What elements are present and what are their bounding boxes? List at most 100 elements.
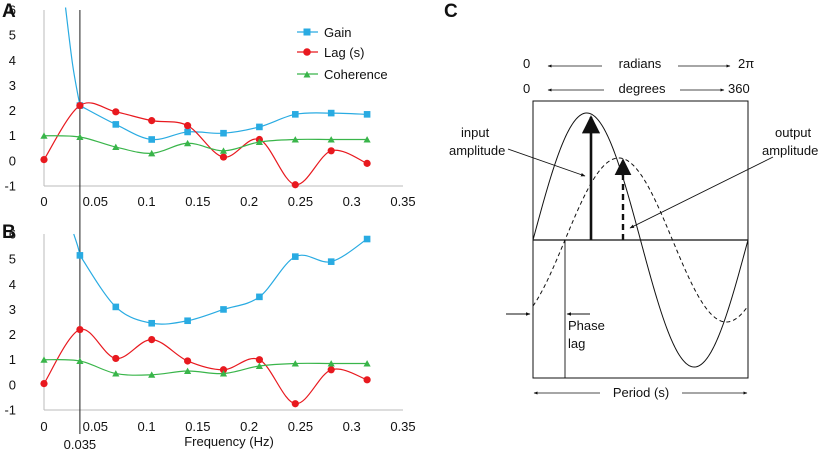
panel-a-coherence-point <box>219 147 228 154</box>
panel-a-y-tick-label: 5 <box>9 28 16 43</box>
legend-lag-marker <box>303 48 311 56</box>
legend-coherence-marker <box>303 71 311 78</box>
phase-lag-label-line2: lag <box>568 336 585 351</box>
panel-a-x-tick-label: 0.25 <box>288 194 313 209</box>
radians-label: radians <box>619 56 662 71</box>
panel-b-y-tick-label: 1 <box>9 352 16 367</box>
legend-coherence-label: Coherence <box>324 67 388 82</box>
panel-b-coherence-point <box>219 370 228 377</box>
panel-a-lag-s-point <box>40 156 48 164</box>
panel-b-letter: B <box>2 222 16 243</box>
panel-b-y-tick-label: 0 <box>9 377 16 392</box>
input-pointer-arrow <box>507 148 586 177</box>
panel-b-lag-s-point <box>219 366 228 374</box>
panel-a-letter: A <box>2 1 16 22</box>
panel-b-chart: -1 0 1 2 3 4 5 6 0 0.05 0.1 0.15 0.2 0.25 0.3 0.35 0.035… <box>4 227 415 453</box>
panel-a-x-tick-label: 0 <box>40 194 47 209</box>
panel-b-x-tick-label: 0.1 <box>138 419 156 434</box>
panel-a-gain-leading-line <box>64 7 81 106</box>
panel-b-lag-s-line <box>43 328 368 405</box>
panel-b-x-tick-label: 0.25 <box>288 419 313 434</box>
panel-a-chart: -1 0 1 2 3 4 5 6 0 0.05 0.1 0.15 0.2 0.25 0.3 0.35 <box>4 3 416 234</box>
output-label-line1: output <box>775 125 812 140</box>
panel-b-coherence-point <box>363 360 371 367</box>
panel-b-x-tick-label: 0.15 <box>185 419 210 434</box>
panel-b-coherence-point <box>327 360 335 367</box>
panel-a-x-tick-label: 0.05 <box>83 194 108 209</box>
panel-a-coherence-point <box>291 136 299 143</box>
panel-b-lag-s-point <box>327 366 335 374</box>
panel-a-y-tick-label: 2 <box>9 103 16 118</box>
legend-item-lag: Lag (s) <box>297 45 364 60</box>
panel-b-lag-s-point <box>363 376 371 384</box>
legend-gain-label: Gain <box>324 25 351 40</box>
input-label-line2: amplitude <box>449 143 505 158</box>
panel-a-x-tick-label: 0.35 <box>390 194 415 209</box>
panel-b-y-tick-label: -1 <box>4 403 16 418</box>
panel-a-coherence-point <box>327 136 335 143</box>
panel-b-gain-point <box>327 258 335 265</box>
panel-b-gain-point <box>363 235 371 243</box>
panel-a-gain-point <box>112 121 120 128</box>
panel-b-x-tick-label: 0.2 <box>240 419 258 434</box>
input-wave <box>532 112 749 368</box>
panel-a-lag-s-point <box>363 159 371 167</box>
panel-b-y-tick-label: 4 <box>9 277 16 292</box>
panel-a-gain-point <box>292 111 299 118</box>
panel-a-gain-point <box>327 109 335 117</box>
panel-a-gain-point <box>363 111 371 118</box>
panel-b-coherence-point <box>148 371 156 378</box>
legend: Gain Lag (s) Coherence <box>297 25 388 82</box>
panel-a-x-tick-label: 0.2 <box>240 194 258 209</box>
radians-two-pi-label: 2π <box>738 56 754 71</box>
panel-a-x-tick-label: 0.15 <box>185 194 210 209</box>
panel-b-x-axis-title: Frequency (Hz) <box>184 434 274 449</box>
panel-b-coherence-point <box>291 360 299 367</box>
panel-a-coherence-point <box>363 136 371 143</box>
panel-b-x-tick-label: 0.3 <box>343 419 361 434</box>
panel-b-gain-point <box>292 253 299 260</box>
panel-a-y-tick-label: 0 <box>9 153 16 168</box>
input-label-line1: input <box>461 125 490 140</box>
panel-b-gain-point <box>256 293 263 301</box>
panel-b-lag-s-point <box>184 357 192 365</box>
panel-b-lag-s-point <box>40 380 48 388</box>
panel-b-y-tick-label: 5 <box>9 252 16 267</box>
panel-a-x-tick-label: 0.3 <box>343 194 361 209</box>
panel-a-coherence-point <box>40 132 48 139</box>
panel-b-lag-s-point <box>76 325 84 334</box>
radians-zero-label: 0 <box>523 56 530 71</box>
panel-b-x-tick-label: 0.35 <box>390 419 415 434</box>
panel-a-coherence-point <box>148 149 156 157</box>
phase-diagram: 0 radians 2π 0 degrees 360 input amplitu… <box>449 56 818 400</box>
panel-a-x-tick-label: 0.1 <box>138 194 156 209</box>
panel-b-coherence-point <box>112 370 120 377</box>
period-label: Period (s) <box>613 385 669 400</box>
panel-b-lag-s-point <box>148 336 156 344</box>
phase-lag-label-line1: Phase <box>568 318 605 333</box>
degrees-360-label: 360 <box>728 81 750 96</box>
panel-a-gain-point <box>220 129 227 137</box>
output-label-line2: amplitude <box>762 143 818 158</box>
panel-b-x-tick-label: 0 <box>40 419 47 434</box>
panel-a-y-tick-label: -1 <box>4 179 16 194</box>
panel-c-letter: C <box>444 1 458 22</box>
panel-b-y-tick-label: 2 <box>9 327 16 342</box>
legend-item-gain: Gain <box>297 25 351 40</box>
panel-a-y-tick-label: 6 <box>9 3 16 18</box>
panel-a-lag-s-point <box>184 122 192 130</box>
panel-a-lag-s-point <box>291 181 299 189</box>
panel-a-lag-s-point <box>327 147 335 155</box>
degrees-label: degrees <box>619 81 666 96</box>
panel-b-coherence-point <box>76 357 84 364</box>
panel-a-y-tick-label: 3 <box>9 78 16 93</box>
panel-b-y-tick-label: 6 <box>9 227 16 242</box>
panel-a-gain-point <box>148 136 155 143</box>
output-pointer-arrow <box>629 156 774 229</box>
panel-a-gain-point <box>256 123 263 131</box>
panel-b-coherence-point <box>184 367 192 375</box>
panel-b-gain-point <box>148 319 155 327</box>
panel-a-y-tick-label: 4 <box>9 53 16 68</box>
panel-b-lag-s-point <box>112 354 120 363</box>
